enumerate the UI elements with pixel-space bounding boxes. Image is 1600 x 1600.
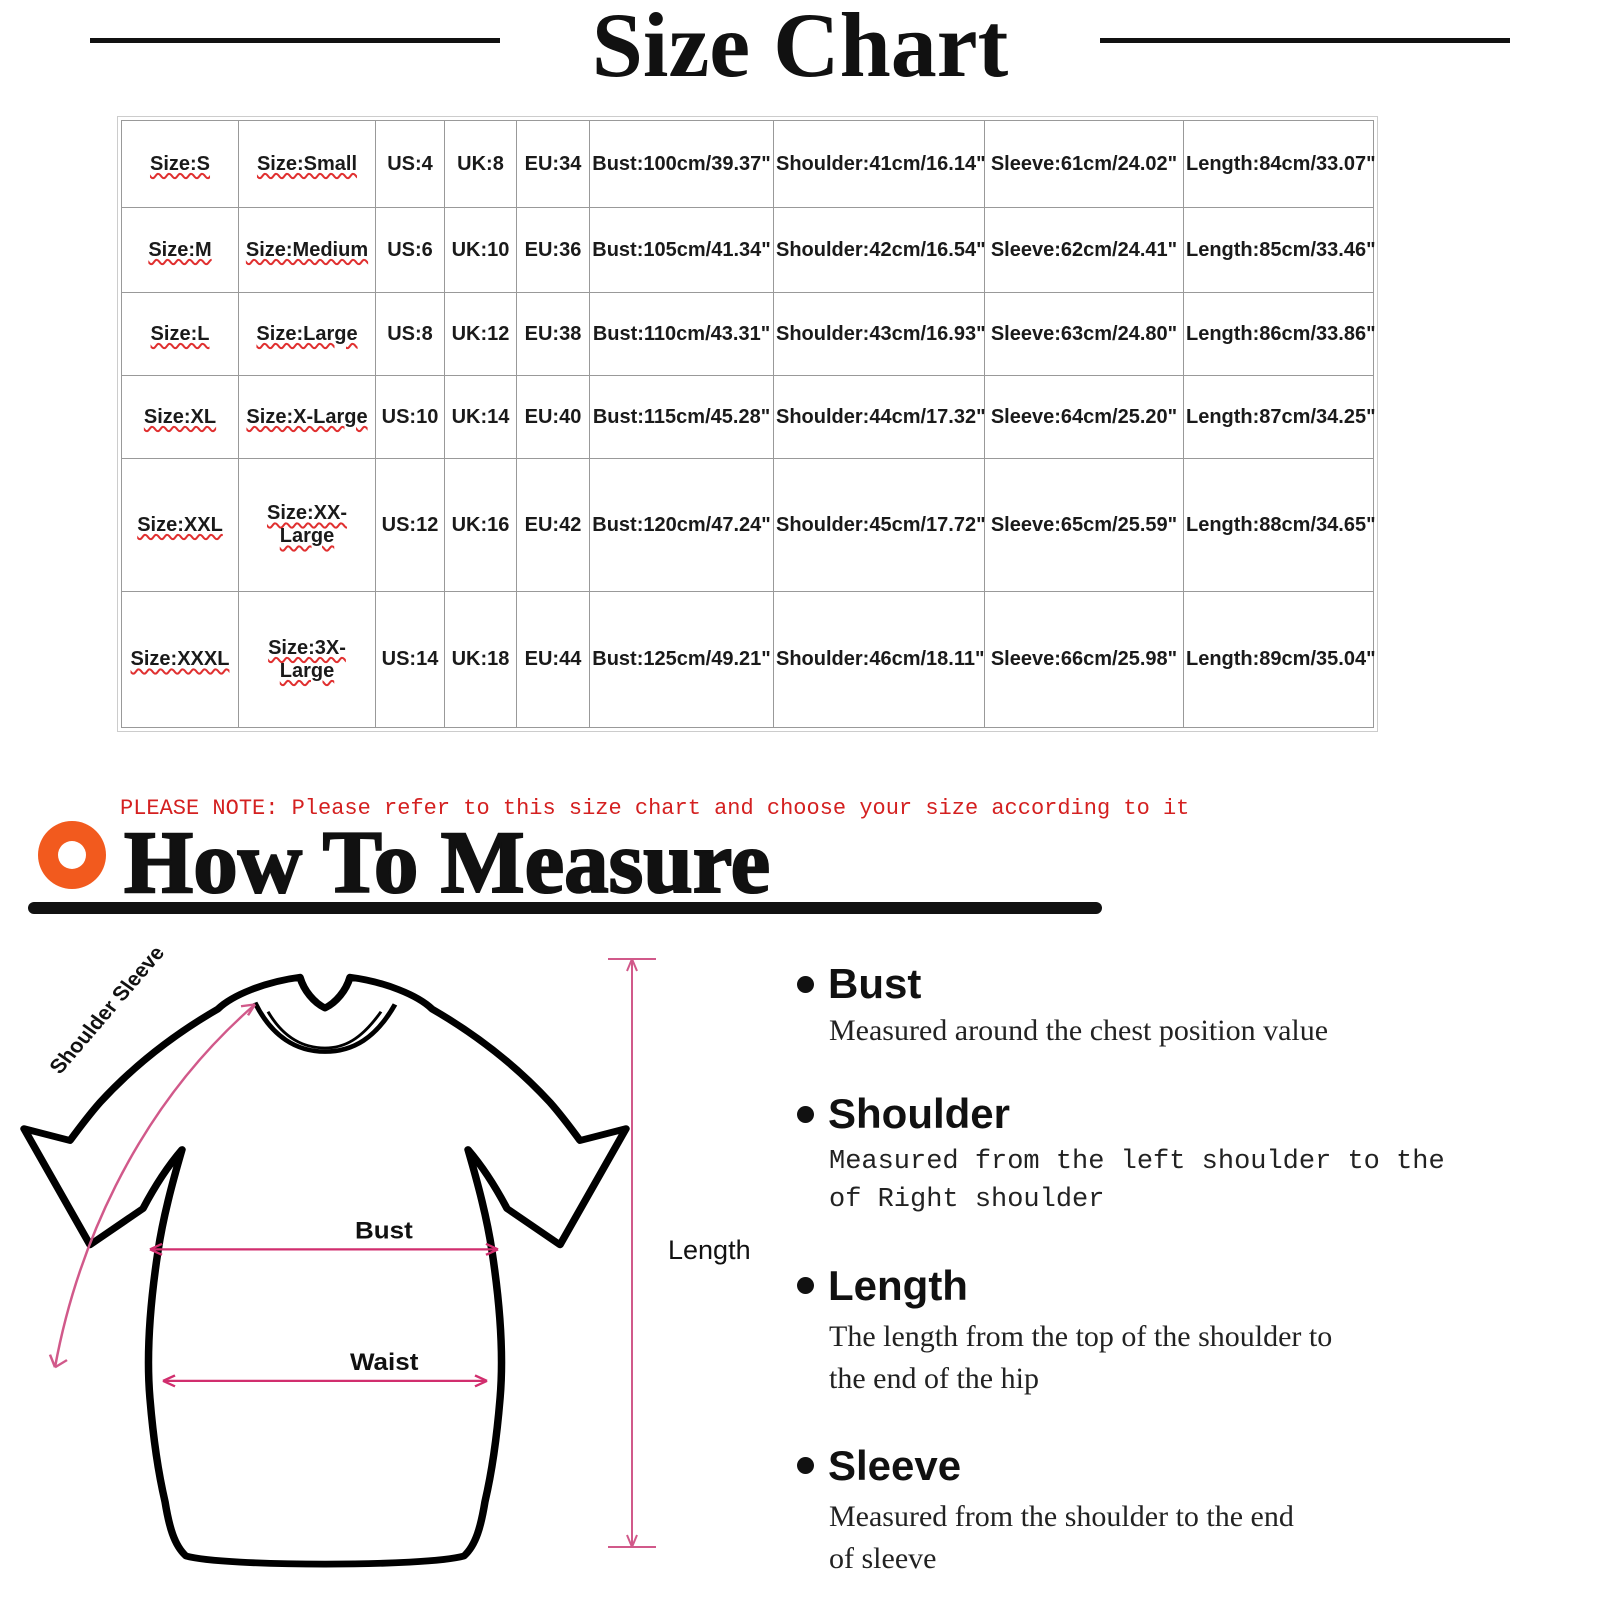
svg-text:Waist: Waist — [350, 1350, 418, 1376]
svg-text:Bust: Bust — [355, 1219, 413, 1245]
svg-text:Length: Length — [668, 1235, 750, 1265]
